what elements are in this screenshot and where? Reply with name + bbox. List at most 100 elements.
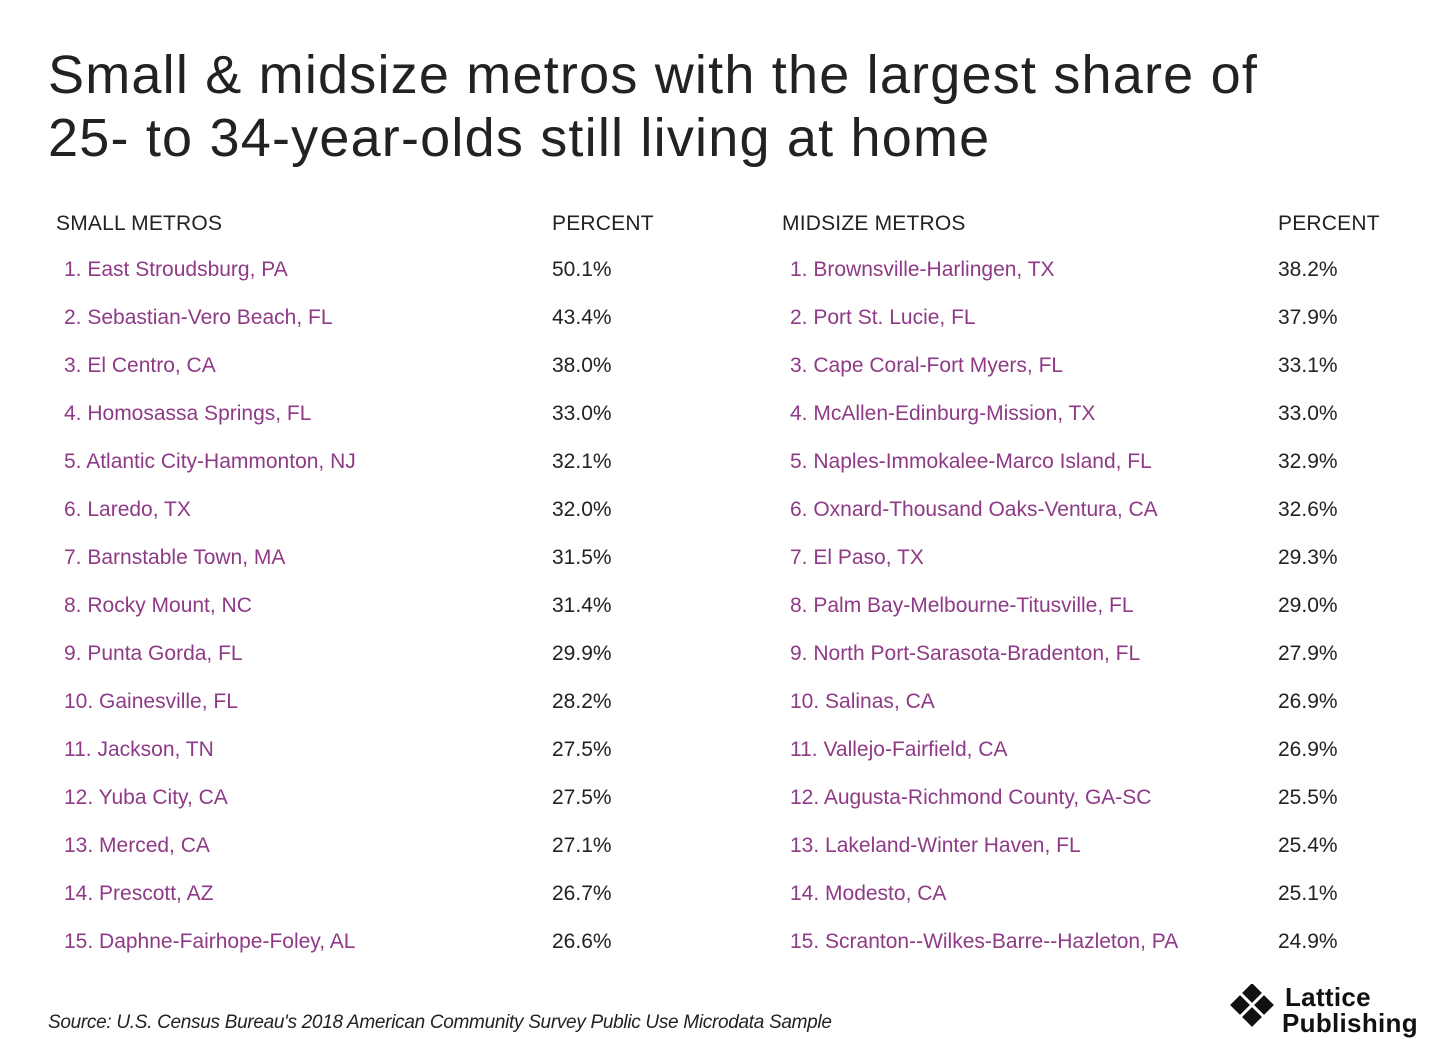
table-row: 6. Laredo, TX 32.0%	[64, 490, 684, 538]
metro-name: 12. Augusta-Richmond County, GA-SC	[790, 786, 1152, 809]
metro-name: 2. Sebastian-Vero Beach, FL	[64, 306, 333, 329]
percent-value: 43.4%	[552, 306, 612, 329]
table-row: 13. Lakeland-Winter Haven, FL 25.4%	[790, 826, 1410, 874]
percent-value: 26.6%	[552, 930, 612, 953]
table-row: 11. Vallejo-Fairfield, CA 26.9%	[790, 730, 1410, 778]
logo-line-1: Lattice	[1285, 982, 1371, 1012]
table-row: 8. Rocky Mount, NC 31.4%	[64, 586, 684, 634]
percent-value: 32.9%	[1278, 450, 1338, 473]
percent-value: 29.3%	[1278, 546, 1338, 569]
percent-value: 31.4%	[552, 594, 612, 617]
table-row: 9. North Port-Sarasota-Bradenton, FL 27.9…	[790, 634, 1410, 682]
chart-title: Small & midsize metros with the largest …	[48, 44, 1408, 170]
percent-value: 28.2%	[552, 690, 612, 713]
table-row: 14. Prescott, AZ 26.7%	[64, 874, 684, 922]
percent-value: 33.0%	[1278, 402, 1338, 425]
table-row: 3. Cape Coral-Fort Myers, FL 33.1%	[790, 346, 1410, 394]
metro-name: 14. Prescott, AZ	[64, 882, 214, 905]
metro-name: 5. Atlantic City-Hammonton, NJ	[64, 450, 356, 473]
percent-value: 25.1%	[1278, 882, 1338, 905]
metro-name: 8. Rocky Mount, NC	[64, 594, 252, 617]
percent-value: 27.5%	[552, 738, 612, 761]
table-row: 5. Atlantic City-Hammonton, NJ 32.1%	[64, 442, 684, 490]
metro-name: 10. Gainesville, FL	[64, 690, 238, 713]
logo-line-2: Publishing	[1282, 1008, 1418, 1038]
percent-value: 25.4%	[1278, 834, 1338, 857]
percent-value: 26.7%	[552, 882, 612, 905]
percent-value: 37.9%	[1278, 306, 1338, 329]
table-row: 2. Port St. Lucie, FL 37.9%	[790, 298, 1410, 346]
metro-name: 3. El Centro, CA	[64, 354, 216, 377]
table-row: 4. Homosassa Springs, FL 33.0%	[64, 394, 684, 442]
percent-value: 32.6%	[1278, 498, 1338, 521]
metro-name: 15. Scranton--Wilkes-Barre--Hazleton, PA	[790, 930, 1179, 953]
table-row: 12. Augusta-Richmond County, GA-SC 25.5%	[790, 778, 1410, 826]
source-note: Source: U.S. Census Bureau's 2018 Americ…	[48, 1012, 832, 1033]
table-row: 8. Palm Bay-Melbourne-Titusville, FL 29.0…	[790, 586, 1410, 634]
table-row: 15. Daphne-Fairhope-Foley, AL 26.6%	[64, 922, 684, 970]
midsize-percent-header: PERCENT	[1278, 212, 1380, 235]
midsize-metros-header: MIDSIZE METROS	[782, 212, 966, 235]
metro-name: 8. Palm Bay-Melbourne-Titusville, FL	[790, 594, 1134, 617]
percent-value: 31.5%	[552, 546, 612, 569]
percent-value: 38.2%	[1278, 258, 1338, 281]
table-row: 7. Barnstable Town, MA 31.5%	[64, 538, 684, 586]
percent-value: 27.9%	[1278, 642, 1338, 665]
metro-name: 1. East Stroudsburg, PA	[64, 258, 288, 281]
title-line-1: Small & midsize metros with the largest …	[48, 45, 1259, 105]
percent-value: 32.0%	[552, 498, 612, 521]
lattice-publishing-logo: Lattice Publishing	[1228, 984, 1428, 1044]
percent-value: 26.9%	[1278, 738, 1338, 761]
percent-value: 50.1%	[552, 258, 612, 281]
percent-value: 38.0%	[552, 354, 612, 377]
table-row: 1. Brownsville-Harlingen, TX 38.2%	[790, 250, 1410, 298]
percent-value: 29.0%	[1278, 594, 1338, 617]
table-row: 3. El Centro, CA 38.0%	[64, 346, 684, 394]
table-row: 2. Sebastian-Vero Beach, FL 43.4%	[64, 298, 684, 346]
table-row: 5. Naples-Immokalee-Marco Island, FL 32.9…	[790, 442, 1410, 490]
table-row: 13. Merced, CA 27.1%	[64, 826, 684, 874]
percent-value: 32.1%	[552, 450, 612, 473]
metro-name: 12. Yuba City, CA	[64, 786, 228, 809]
metro-name: 7. Barnstable Town, MA	[64, 546, 286, 569]
metro-name: 13. Merced, CA	[64, 834, 210, 857]
title-line-2: 25- to 34-year-olds still living at home	[48, 108, 991, 168]
table-row: 6. Oxnard-Thousand Oaks-Ventura, CA 32.6%	[790, 490, 1410, 538]
percent-value: 29.9%	[552, 642, 612, 665]
table-row: 12. Yuba City, CA 27.5%	[64, 778, 684, 826]
metro-name: 10. Salinas, CA	[790, 690, 935, 713]
percent-value: 24.9%	[1278, 930, 1338, 953]
metro-name: 9. North Port-Sarasota-Bradenton, FL	[790, 642, 1141, 665]
metro-name: 5. Naples-Immokalee-Marco Island, FL	[790, 450, 1152, 473]
table-row: 7. El Paso, TX 29.3%	[790, 538, 1410, 586]
table-row: 11. Jackson, TN 27.5%	[64, 730, 684, 778]
table-row: 9. Punta Gorda, FL 29.9%	[64, 634, 684, 682]
percent-value: 25.5%	[1278, 786, 1338, 809]
small-metros-header: SMALL METROS	[56, 212, 223, 235]
metro-name: 1. Brownsville-Harlingen, TX	[790, 258, 1055, 281]
metro-name: 14. Modesto, CA	[790, 882, 947, 905]
percent-value: 26.9%	[1278, 690, 1338, 713]
metro-name: 4. Homosassa Springs, FL	[64, 402, 312, 425]
table-row: 4. McAllen-Edinburg-Mission, TX 33.0%	[790, 394, 1410, 442]
metro-name: 2. Port St. Lucie, FL	[790, 306, 976, 329]
metro-name: 11. Jackson, TN	[64, 738, 214, 761]
metro-name: 7. El Paso, TX	[790, 546, 924, 569]
table-row: 14. Modesto, CA 25.1%	[790, 874, 1410, 922]
table-row: 10. Gainesville, FL 28.2%	[64, 682, 684, 730]
midsize-metros-table: 1. Brownsville-Harlingen, TX 38.2% 2. Port…	[790, 250, 1410, 970]
metro-name: 9. Punta Gorda, FL	[64, 642, 243, 665]
metro-name: 6. Laredo, TX	[64, 498, 191, 521]
metro-name: 6. Oxnard-Thousand Oaks-Ventura, CA	[790, 498, 1158, 521]
table-row: 15. Scranton--Wilkes-Barre--Hazleton, PA…	[790, 922, 1410, 970]
metro-name: 13. Lakeland-Winter Haven, FL	[790, 834, 1081, 857]
metro-name: 4. McAllen-Edinburg-Mission, TX	[790, 402, 1096, 425]
percent-value: 33.0%	[552, 402, 612, 425]
percent-value: 27.5%	[552, 786, 612, 809]
table-row: 1. East Stroudsburg, PA 50.1%	[64, 250, 684, 298]
diamond-cluster-icon	[1230, 984, 1274, 1027]
metro-name: 11. Vallejo-Fairfield, CA	[790, 738, 1008, 761]
small-percent-header: PERCENT	[552, 212, 654, 235]
table-row: 10. Salinas, CA 26.9%	[790, 682, 1410, 730]
percent-value: 27.1%	[552, 834, 612, 857]
